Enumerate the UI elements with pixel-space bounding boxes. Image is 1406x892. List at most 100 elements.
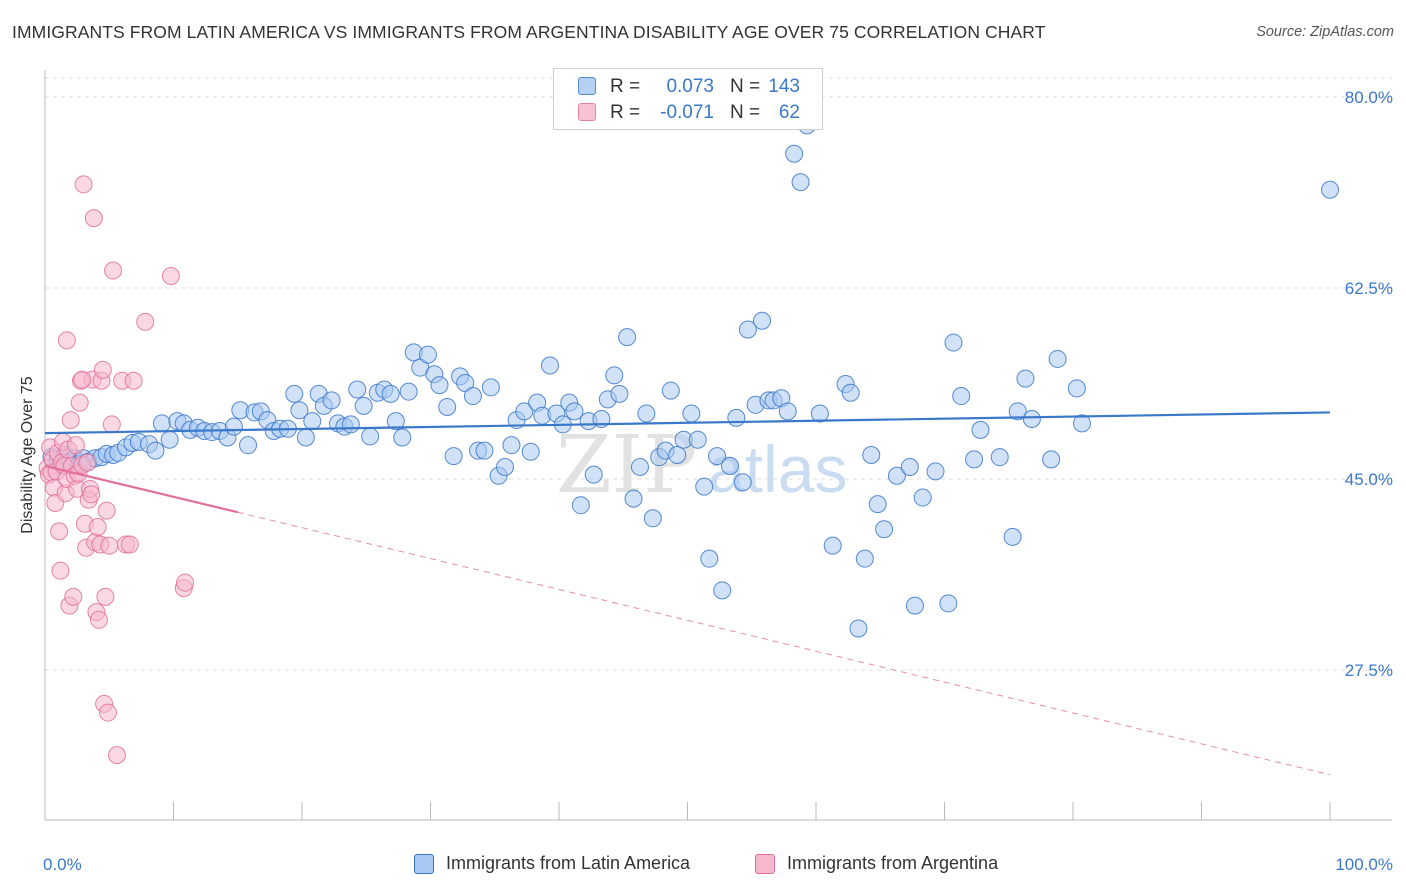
legend-n-value: 62 (778, 102, 800, 123)
legend-r-label: R = (610, 102, 641, 123)
blue-swatch-icon (414, 854, 434, 874)
legend-r-label: R = (610, 76, 641, 97)
x-tick-label: 0.0% (43, 855, 82, 874)
trend-line-argentina-dashed (237, 511, 1331, 776)
data-point-argentina (136, 312, 155, 331)
data-point-latin-america (285, 384, 304, 403)
data-point-latin-america (643, 509, 662, 528)
data-point-latin-america (785, 144, 804, 163)
data-point-latin-america (571, 496, 590, 515)
data-point-argentina (78, 453, 97, 472)
data-point-latin-america (386, 412, 405, 431)
data-point-latin-america (354, 396, 373, 415)
data-point-latin-america (900, 457, 919, 476)
tick-labels: 80.0% 62.5% 45.0% 27.5% 0.0% 100.0% (43, 88, 1393, 874)
data-point-latin-america (682, 404, 701, 423)
data-point-latin-america (1016, 369, 1035, 388)
data-point-latin-america (1321, 180, 1339, 199)
data-point-latin-america (926, 462, 945, 481)
data-point-latin-america (668, 445, 687, 464)
data-point-latin-america (939, 594, 958, 613)
y-tick-label: 80.0% (1345, 88, 1393, 107)
data-point-argentina (93, 360, 112, 379)
data-point-latin-america (341, 415, 360, 434)
data-point-latin-america (708, 447, 727, 466)
source-label: Source: ZipAtlas.com (1256, 24, 1394, 40)
pink-swatch-icon (755, 854, 775, 874)
data-point-latin-america (463, 387, 482, 406)
data-point-latin-america (348, 380, 367, 399)
data-point-latin-america (618, 328, 637, 347)
data-point-latin-america (361, 427, 380, 446)
data-point-argentina (84, 209, 103, 228)
data-point-argentina (82, 485, 101, 504)
data-point-latin-america (152, 414, 171, 433)
trend-lines (44, 411, 1331, 776)
data-point-latin-america (502, 436, 521, 455)
legend-n-label: N = (730, 76, 761, 97)
data-point-latin-america (496, 457, 515, 476)
data-point-argentina (88, 518, 107, 537)
correlation-legend: R = 0.073 N = 143 R = -0.071 N = 62 (553, 68, 823, 130)
x-tick-label: 100.0% (1335, 855, 1393, 874)
data-point-latin-america (399, 382, 418, 401)
data-point-latin-america (887, 466, 906, 485)
data-point-argentina (96, 587, 115, 606)
bottom-legend-label: Immigrants from Latin America (446, 853, 691, 873)
data-point-latin-america (630, 457, 649, 476)
data-point-latin-america (1008, 402, 1027, 421)
data-point-latin-america (875, 520, 894, 539)
data-point-latin-america (444, 447, 463, 466)
data-point-latin-america (1048, 349, 1067, 368)
data-point-argentina (98, 703, 117, 722)
data-point-latin-america (720, 456, 739, 475)
data-point-latin-america (868, 495, 887, 514)
blue-swatch-icon (578, 77, 596, 95)
data-point-latin-america (661, 381, 680, 400)
data-point-latin-america (515, 402, 534, 421)
data-point-latin-america (952, 387, 971, 406)
data-point-argentina (120, 535, 139, 554)
data-point-argentina (74, 175, 93, 194)
data-point-latin-america (855, 549, 874, 568)
data-point-latin-america (541, 356, 560, 375)
trend-line-argentina-solid (44, 464, 239, 514)
data-point-latin-america (1042, 450, 1061, 469)
data-point-latin-america (841, 383, 860, 402)
data-point-argentina (104, 261, 123, 280)
legend-n-value: 143 (768, 76, 800, 97)
y-tick-label: 62.5% (1345, 279, 1393, 298)
data-point-latin-america (430, 376, 449, 395)
chart-title: IMMIGRANTS FROM LATIN AMERICA VS IMMIGRA… (12, 22, 1046, 42)
data-point-latin-america (944, 333, 963, 352)
data-point-latin-america (296, 428, 315, 447)
data-point-argentina (57, 331, 76, 350)
data-point-latin-america (1022, 409, 1041, 428)
data-point-latin-america (733, 473, 752, 492)
y-tick-label: 27.5% (1345, 661, 1393, 680)
data-point-argentina (124, 371, 143, 390)
trend-line-latin-america (44, 411, 1331, 435)
data-point-latin-america (1003, 527, 1022, 546)
data-point-argentina (97, 501, 116, 520)
data-point-latin-america (727, 408, 746, 427)
data-point-latin-america (1072, 414, 1091, 433)
data-point-argentina (73, 370, 92, 389)
data-point-latin-america (849, 619, 868, 638)
data-point-latin-america (913, 488, 932, 507)
data-point-latin-america (700, 549, 719, 568)
data-point-latin-america (290, 401, 309, 420)
data-point-latin-america (521, 442, 540, 461)
data-point-latin-america (862, 445, 881, 464)
data-point-latin-america (971, 420, 990, 439)
data-point-latin-america (565, 402, 584, 421)
data-point-latin-america (965, 450, 984, 469)
data-point-latin-america (481, 378, 500, 397)
data-point-latin-america (160, 430, 179, 449)
data-point-argentina (61, 411, 80, 430)
legend-row-latin-america: R = 0.073 N = 143 (554, 74, 824, 100)
data-point-latin-america (637, 404, 656, 423)
data-point-latin-america (303, 412, 322, 431)
bottom-legend-label: Immigrants from Argentina (787, 853, 999, 873)
data-point-argentina (100, 536, 119, 555)
